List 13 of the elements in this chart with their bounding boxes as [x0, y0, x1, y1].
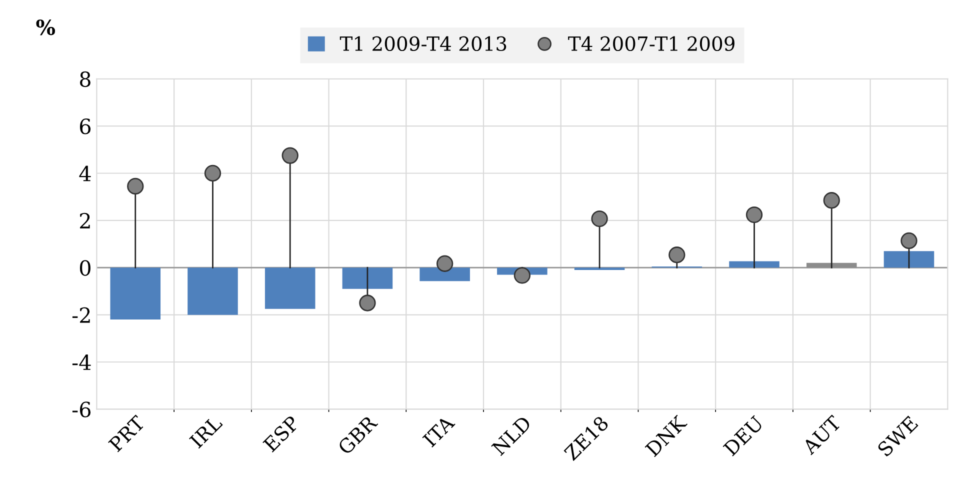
- y-tick-label: -4: [72, 354, 91, 370]
- y-tick-label: 2: [80, 212, 90, 228]
- y-tick-label: -6: [72, 402, 91, 418]
- y-tick-label: 4: [79, 166, 91, 182]
- legend-label: T4 2007-T1 2009: [568, 36, 734, 52]
- x-tick-label: ITA: [422, 414, 456, 448]
- y-tick-label: 8: [80, 71, 90, 88]
- y-tick-label: -2: [72, 307, 90, 323]
- y-tick-label: 6: [80, 118, 91, 134]
- y-axis-title: %: [36, 19, 56, 36]
- x-tick-label: IRL: [189, 414, 223, 449]
- legend-label: T1 2009-T4 2013: [340, 36, 506, 52]
- y-tick-label: 0: [80, 260, 90, 276]
